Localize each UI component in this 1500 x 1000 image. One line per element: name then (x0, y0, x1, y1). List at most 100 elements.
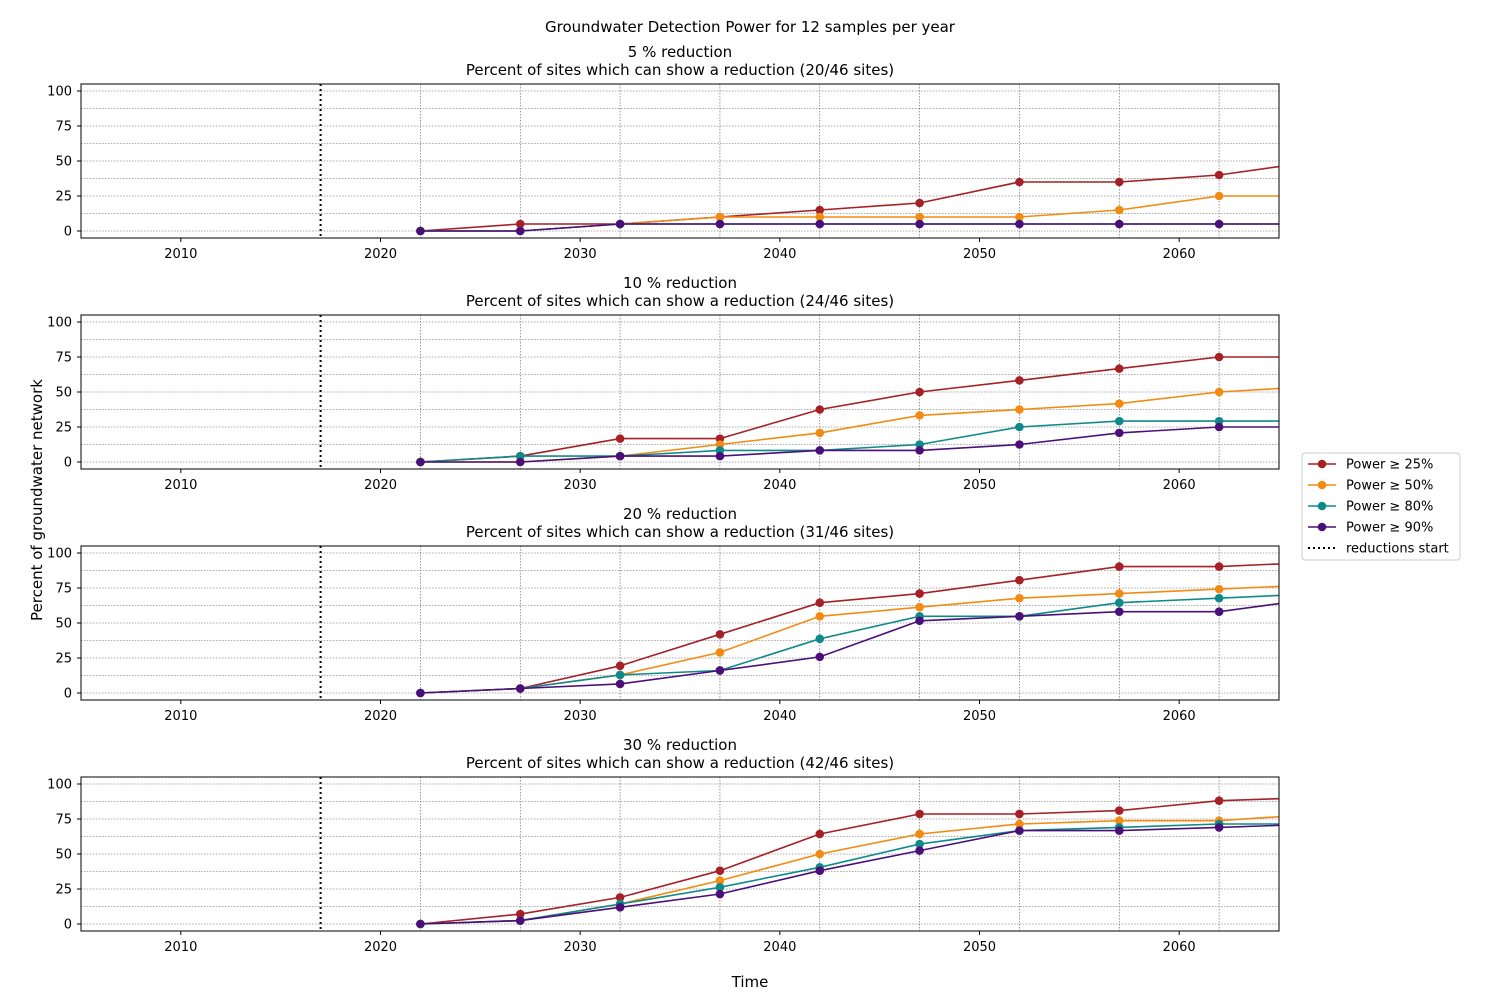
data-point (1114, 562, 1124, 571)
y-tick-label: 0 (64, 918, 72, 933)
data-point (715, 666, 725, 675)
y-tick-label: 0 (64, 225, 72, 240)
subplot-subtitle: Percent of sites which can show a reduct… (466, 523, 894, 541)
x-tick-label: 2020 (364, 478, 397, 493)
data-point (815, 598, 825, 607)
x-tick-label: 2030 (564, 940, 597, 955)
data-point (1015, 440, 1024, 449)
x-tick-label: 2040 (763, 709, 796, 724)
data-point (1114, 205, 1124, 215)
data-point (915, 839, 924, 849)
subplot-title: 5 % reduction (628, 43, 732, 61)
data-point (615, 679, 625, 689)
legend-swatch-marker (1317, 459, 1327, 469)
series-line (420, 602, 1279, 694)
data-point (915, 387, 924, 397)
x-tick-label: 2010 (164, 940, 197, 955)
y-tick-label: 50 (55, 848, 72, 863)
data-point (1015, 177, 1024, 187)
legend-label: reductions start (1346, 542, 1449, 557)
series-line (420, 223, 1279, 232)
data-point (1315, 594, 1324, 603)
data-point (815, 405, 825, 414)
data-point (1015, 819, 1024, 829)
x-tick-label: 2020 (364, 247, 397, 262)
subplot-title: 10 % reduction (623, 274, 737, 292)
x-tick-label: 2010 (164, 247, 197, 262)
x-tick-label: 2050 (963, 478, 996, 493)
data-point (1214, 593, 1224, 603)
data-point (715, 440, 725, 449)
x-tick-label: 2030 (564, 247, 597, 262)
data-point (715, 212, 725, 222)
data-point (1214, 607, 1224, 616)
y-tick-label: 75 (55, 582, 72, 597)
data-point (1214, 387, 1224, 397)
data-point (915, 411, 924, 420)
subplot-title: 30 % reduction (623, 736, 737, 754)
x-tick-label: 2050 (963, 247, 996, 262)
data-point (615, 661, 625, 671)
x-tick-label: 2060 (1163, 247, 1196, 262)
data-point (815, 446, 825, 455)
series-line (420, 823, 1279, 925)
legend-label: Power ≥ 50% (1346, 479, 1433, 494)
subplot-subtitle: Percent of sites which can show a reduct… (466, 754, 894, 772)
data-point (1114, 177, 1124, 187)
data-point (915, 846, 924, 855)
data-point (1214, 796, 1224, 805)
data-point (915, 616, 924, 626)
data-point (815, 829, 825, 839)
y-tick-label: 100 (47, 778, 72, 793)
data-point (1315, 220, 1324, 229)
data-point (1114, 806, 1124, 815)
series-group (416, 562, 1324, 698)
legend-swatch-marker (1317, 501, 1327, 511)
data-point (1015, 826, 1024, 835)
legend-swatch-marker (1317, 522, 1327, 532)
data-point (815, 219, 825, 229)
x-tick-label: 2030 (564, 709, 597, 724)
legend-swatch-marker (1317, 480, 1327, 490)
data-point (1315, 820, 1324, 829)
data-point (515, 909, 525, 919)
data-point (1214, 352, 1224, 362)
data-point (416, 919, 425, 929)
data-point (1015, 611, 1024, 621)
data-point (1214, 562, 1224, 571)
series-line (420, 797, 1279, 925)
data-point (615, 434, 625, 443)
data-point (615, 903, 625, 912)
data-point (1015, 809, 1024, 819)
data-point (416, 688, 425, 698)
data-point (715, 866, 725, 875)
data-point (715, 876, 725, 885)
y-tick-label: 100 (47, 547, 72, 562)
data-point (715, 889, 725, 899)
subplot-subtitle: Percent of sites which can show a reduct… (466, 61, 894, 79)
y-tick-label: 75 (55, 120, 72, 135)
x-tick-label: 2010 (164, 478, 197, 493)
data-point (1214, 823, 1224, 832)
legend-frame (1301, 452, 1461, 561)
data-point (1114, 219, 1124, 229)
x-tick-label: 2060 (1163, 940, 1196, 955)
data-point (715, 883, 725, 892)
data-point (1315, 793, 1324, 802)
data-point (915, 212, 924, 222)
data-point (815, 212, 825, 222)
data-point (815, 866, 825, 875)
data-point (1315, 589, 1324, 598)
series-line (420, 223, 1279, 232)
data-point (1214, 191, 1224, 201)
data-point (515, 457, 525, 467)
x-tick-label: 2030 (564, 478, 597, 493)
data-point (1114, 607, 1124, 616)
data-point (915, 829, 924, 839)
